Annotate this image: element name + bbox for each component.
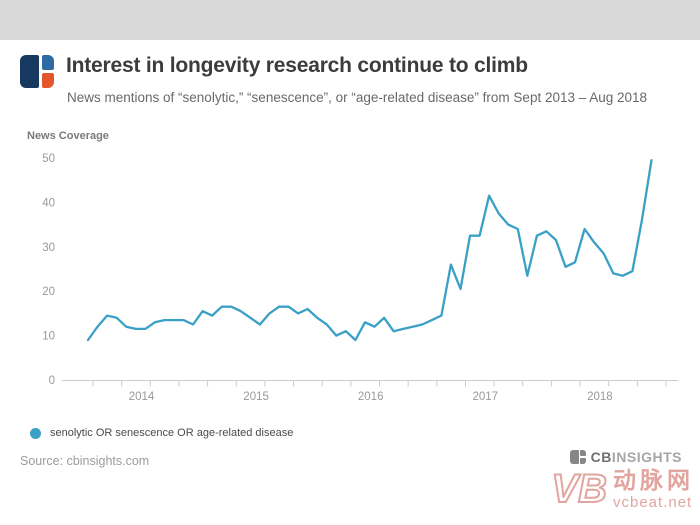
vcbeat-chinese-name: 动脉网 [613,467,694,493]
x-axis-year-label: 2017 [473,391,499,403]
vcbeat-url: vcbeat.net [613,494,693,511]
y-axis-tick-label: 50 [42,153,55,165]
y-axis-label: News Coverage [27,130,109,142]
y-axis-tick-label: 10 [42,331,55,343]
y-axis-tick-label: 20 [42,286,55,298]
logo-top-right-block [42,55,54,70]
x-axis-year-label: 2018 [587,391,613,403]
y-axis-tick-label: 40 [42,197,55,209]
chart-subtitle: News mentions of “senolytic,” “senescenc… [67,90,648,105]
y-axis-tick-label: 0 [49,375,55,387]
brand-cb: CB [590,449,612,465]
legend-label: senolytic OR senescence OR age-related d… [50,427,294,439]
legend: senolytic OR senescence OR age-related d… [30,427,293,439]
x-axis-year-label: 2016 [358,391,384,403]
brand-icon-left [569,450,579,464]
brand-icon-top-right [580,450,586,457]
cbinsights-brand-icon [569,450,586,464]
vcbeat-vb-logo: VB [550,466,608,512]
x-axis-year-label: 2014 [129,391,155,403]
vcbeat-watermark: VB 动脉网 vcbeat.net [550,466,694,512]
logo-bottom-right-block [42,73,54,88]
legend-dot-icon [30,427,41,439]
cbinsights-wordmark: CBINSIGHTS [591,449,682,465]
logo-left-block [20,55,39,88]
x-axis-year-label: 2015 [243,391,269,403]
chart-title: Interest in longevity research continue … [66,54,528,77]
window-top-strip [0,0,700,40]
cbinsights-logo-icon [20,55,54,88]
trend-line [86,159,653,342]
brand-insights: INSIGHTS [611,449,682,465]
cbinsights-brand: CBINSIGHTS [569,449,682,465]
source-text: Source: cbinsights.com [20,454,150,468]
brand-icon-bottom-right [580,457,586,464]
y-axis-tick-label: 30 [42,242,55,254]
